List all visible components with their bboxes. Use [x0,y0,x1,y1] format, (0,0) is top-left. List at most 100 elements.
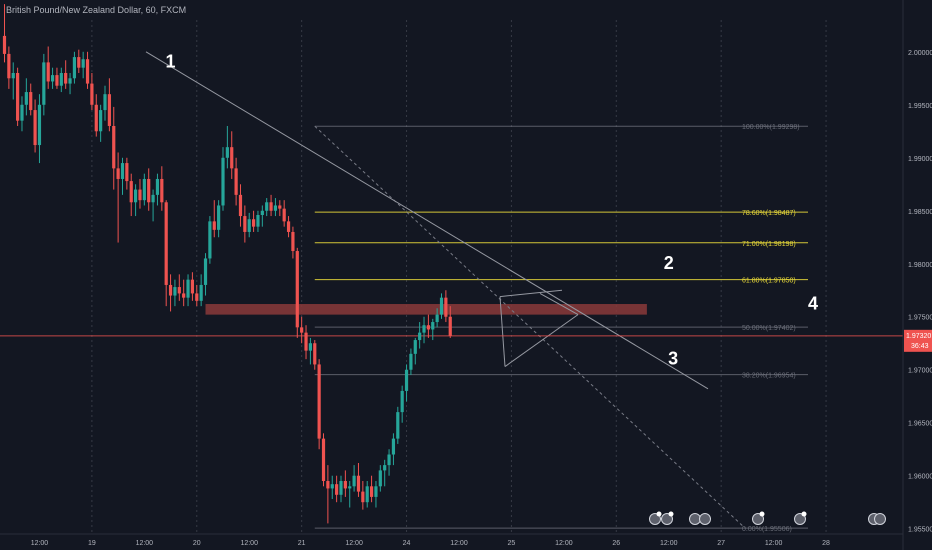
candle-body [422,325,426,333]
candle-body [326,481,330,489]
y-tick-label: 1.98000 [908,262,932,269]
candle-body [291,231,295,252]
candle-body [365,486,369,503]
candle-body [356,475,361,492]
candle-body [282,208,286,222]
event-count-badge [801,511,807,517]
fib-level-label: 78.60%(1.98487) [742,210,796,217]
y-tick-label: 1.97000 [908,368,932,375]
x-tick-label: 26 [612,540,620,547]
event-markers[interactable] [649,511,886,525]
trendline[interactable] [145,51,709,390]
event-count-badge [759,511,765,517]
candle-body [361,491,365,503]
candle-body [50,75,55,82]
candle-body [59,72,63,86]
candle-body [107,94,111,126]
y-tick-label: 2.00000 [908,50,932,57]
candle-body [435,314,439,323]
drawing-tools[interactable]: 100.00%(1.99298) 78.60%(1.98487) 71.00%(1.… [0,51,903,533]
y-tick-label: 1.97500 [908,315,932,322]
triangle-left-line[interactable] [499,296,506,367]
triangle-lower-line[interactable] [504,314,579,367]
time-axis[interactable]: 12:00 19 12:00 20 12:00 21 12:00 24 12:00 25 12:00… [0,533,903,547]
candle-body [396,412,400,439]
candle-body [339,481,343,495]
candle-body [99,110,103,132]
candle-body [173,287,177,296]
candle-body [81,59,85,68]
x-tick-label: 12:00 [765,540,783,547]
x-tick-label: 12:00 [136,540,154,547]
candle-body [369,486,374,497]
x-tick-label: 12:00 [31,540,49,547]
candle-body [217,205,221,230]
x-tick-label: 21 [298,540,306,547]
event-flag-icon[interactable] [752,513,764,525]
event-count-badge [656,511,662,517]
triangle-apex-line[interactable] [539,292,579,316]
candle-body [413,340,417,354]
candle-body [409,353,413,370]
candle-body [2,35,7,54]
candle-body [33,110,37,146]
candle-body [400,390,404,413]
candle-body [7,53,11,79]
candle-body [300,327,304,333]
candle-body [103,94,107,111]
event-flag-icon[interactable] [794,513,806,525]
candle-body [94,104,98,132]
candle-body [426,325,430,330]
candle-body [37,104,42,146]
price-axis[interactable]: 2.00000 1.99500 1.99000 1.98500 1.98000 1.975… [902,0,932,550]
candle-body [142,178,146,201]
candle-body [234,168,238,195]
y-tick-label: 1.96500 [908,421,932,428]
candle-body [230,147,234,169]
candlestick-series [2,4,452,524]
candle-body [243,216,247,232]
x-tick-label: 12:00 [240,540,258,547]
candle-body [155,178,160,195]
candle-body [260,210,264,216]
event-flag-icon[interactable] [689,513,701,525]
candle-body [387,454,391,466]
wave-label: 4 [808,293,818,313]
candle-body [20,104,24,121]
fib-level-label: 0.00%(1.95506) [742,526,792,533]
candle-body [46,62,50,82]
candle-body [269,202,273,211]
candle-body [199,284,203,301]
candle-body [42,62,46,105]
candle-body [68,78,72,84]
candle-body [125,163,129,182]
candle-body [348,486,352,489]
candle-body [203,258,208,285]
wave-label: 1 [166,52,176,72]
candle-body [11,72,15,79]
candle-body [304,332,308,351]
triangle-upper-line[interactable] [499,289,563,298]
candle-body [418,332,422,341]
event-flag-icon[interactable] [874,513,886,525]
x-tick-label: 12:00 [345,540,363,547]
supply-demand-zone[interactable] [205,304,647,315]
candle-body [225,147,229,158]
candle-body [29,92,33,111]
candle-body [77,57,81,68]
candle-body [343,481,347,489]
event-flag-icon[interactable] [661,513,673,525]
fib-level-label: 100.00%(1.99298) [742,124,800,131]
y-tick-label: 1.98500 [908,209,932,216]
candle-body [273,205,278,211]
candle-body [439,297,444,315]
candle-body [72,57,77,79]
candle-body [295,251,299,328]
fib-trend-dashed-line[interactable] [314,125,746,529]
event-flag-icon[interactable] [649,513,661,525]
candle-body [317,364,321,439]
candle-body [278,205,282,209]
candle-body [55,75,59,86]
event-flag-icon[interactable] [699,513,711,525]
